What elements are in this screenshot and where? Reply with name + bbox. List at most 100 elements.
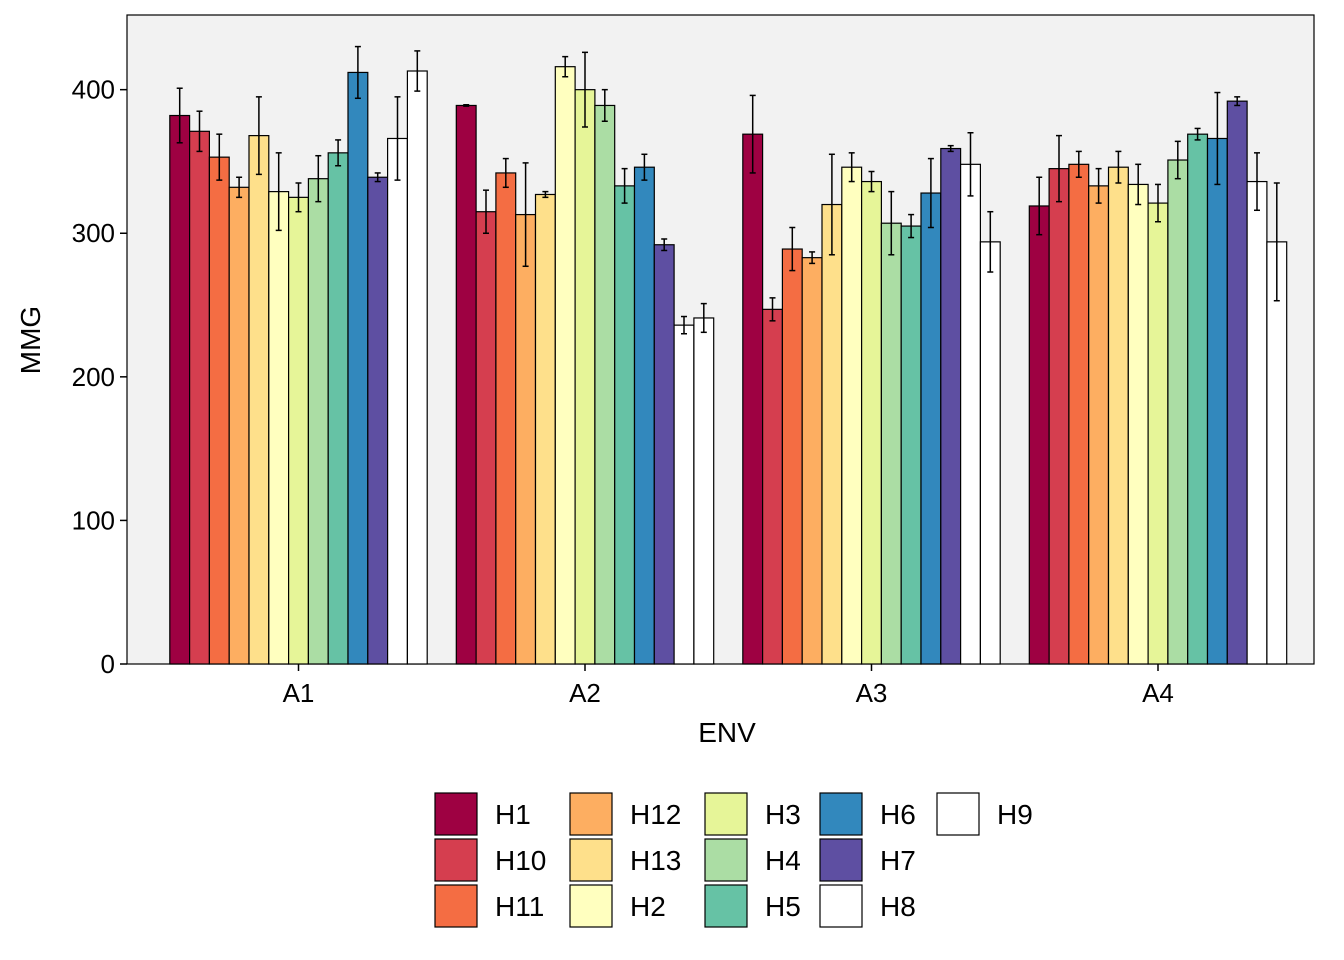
legend-label: H6 bbox=[880, 799, 916, 830]
bar-H5-A4 bbox=[1187, 133, 1209, 665]
bar-H8-A4 bbox=[1246, 180, 1268, 665]
legend-item-H7: H7 bbox=[819, 838, 916, 882]
error-bar-H10-A1 bbox=[196, 110, 203, 153]
bar-H2-A2 bbox=[554, 66, 576, 665]
error-bar-H7-A4 bbox=[1234, 96, 1241, 107]
bar-H8-A3 bbox=[959, 163, 981, 665]
x-tick-label: A2 bbox=[569, 678, 601, 708]
legend-label: H8 bbox=[880, 891, 916, 922]
error-bar-H6-A1 bbox=[354, 45, 361, 100]
y-axis: 0 100 200 300 400 bbox=[72, 75, 127, 679]
bars-layer bbox=[169, 66, 1288, 665]
error-bar-H4-A4 bbox=[1174, 140, 1181, 180]
error-bar-H13-A1 bbox=[255, 96, 262, 176]
legend-label: H2 bbox=[630, 891, 666, 922]
legend-item-H13: H13 bbox=[569, 838, 681, 882]
bar-H4-A2 bbox=[594, 104, 616, 665]
legend-label: H11 bbox=[495, 891, 544, 922]
bar-H1-A4 bbox=[1028, 205, 1050, 665]
legend-swatch bbox=[569, 792, 613, 836]
bar-H1-A1 bbox=[169, 114, 191, 665]
error-bar-H2-A1 bbox=[275, 152, 282, 232]
bar-H3-A1 bbox=[288, 196, 310, 665]
error-bar-H13-A3 bbox=[828, 153, 835, 256]
error-bar-H10-A4 bbox=[1056, 134, 1062, 203]
bar-H10-A1 bbox=[189, 130, 211, 665]
bar-H1-A3 bbox=[742, 133, 764, 665]
bar-H6-A2 bbox=[633, 166, 655, 665]
legend-swatch bbox=[569, 838, 613, 882]
legend-item-H4: H4 bbox=[704, 838, 801, 882]
error-bar-H8-A4 bbox=[1254, 152, 1260, 212]
bar-H7-A1 bbox=[367, 176, 389, 665]
error-bar-H11-A4 bbox=[1075, 150, 1082, 178]
error-bar-H6-A2 bbox=[641, 153, 648, 181]
y-tick-label: 100 bbox=[72, 505, 115, 535]
bar-H6-A3 bbox=[920, 192, 942, 665]
legend-label: H5 bbox=[765, 891, 801, 922]
error-bar-H7-A2 bbox=[661, 238, 668, 252]
legend-item-H1: H1 bbox=[434, 792, 531, 836]
bar-H9-A2 bbox=[693, 317, 715, 665]
error-bar-H3-A4 bbox=[1155, 183, 1161, 223]
error-bar-H3-A2 bbox=[582, 51, 588, 128]
bar-H10-A2 bbox=[475, 211, 497, 665]
x-axis-title: ENV bbox=[698, 717, 756, 748]
legend-swatch bbox=[819, 884, 863, 928]
bar-H1-A2 bbox=[455, 104, 477, 665]
error-bar-H11-A1 bbox=[216, 133, 223, 181]
bar-H6-A1 bbox=[347, 71, 369, 665]
error-bar-H6-A4 bbox=[1214, 91, 1221, 186]
legend: H1 H10 H11 H12 H13 H2 H3 H4 H5 H6 H7 H8 H9 bbox=[434, 792, 1033, 928]
bar-H3-A4 bbox=[1147, 202, 1169, 665]
bar-H7-A2 bbox=[653, 244, 675, 665]
bar-H5-A3 bbox=[900, 225, 922, 665]
bar-H11-A1 bbox=[208, 156, 230, 665]
error-bar-H8-A1 bbox=[394, 96, 401, 181]
error-bar-H1-A2 bbox=[463, 103, 470, 107]
error-bar-H5-A1 bbox=[335, 139, 342, 167]
legend-swatch bbox=[434, 838, 478, 882]
error-bar-H3-A3 bbox=[868, 170, 875, 193]
error-bar-H7-A3 bbox=[947, 144, 954, 153]
legend-label: H9 bbox=[997, 799, 1033, 830]
legend-label: H10 bbox=[495, 845, 546, 876]
error-bar-H10-A2 bbox=[483, 189, 489, 234]
bar-H11-A4 bbox=[1068, 163, 1090, 665]
bar-H5-A2 bbox=[614, 185, 636, 665]
legend-swatch bbox=[819, 792, 863, 836]
bar-H13-A1 bbox=[248, 135, 270, 665]
y-tick-label: 400 bbox=[72, 75, 115, 105]
error-bar-H12-A2 bbox=[522, 162, 529, 268]
error-bar-H3-A1 bbox=[295, 182, 302, 213]
error-bar-H11-A3 bbox=[789, 226, 796, 272]
legend-swatch bbox=[434, 792, 478, 836]
bar-H12-A4 bbox=[1088, 185, 1110, 665]
legend-swatch bbox=[936, 792, 980, 836]
error-bar-H5-A4 bbox=[1194, 127, 1201, 141]
bar-H2-A4 bbox=[1127, 183, 1149, 665]
error-bar-H8-A3 bbox=[967, 131, 974, 197]
legend-label: H12 bbox=[630, 799, 681, 830]
legend-item-H2: H2 bbox=[569, 884, 666, 928]
error-bar-H13-A2 bbox=[542, 190, 549, 199]
x-axis: A1 A2 A3 A4 bbox=[283, 664, 1174, 708]
bar-H8-A1 bbox=[387, 137, 409, 665]
error-bar-H4-A2 bbox=[601, 88, 608, 123]
bar-H2-A3 bbox=[841, 166, 863, 665]
error-bar-H5-A2 bbox=[621, 167, 628, 204]
error-bar-H1-A1 bbox=[176, 87, 183, 144]
legend-swatch bbox=[704, 884, 748, 928]
error-bar-H7-A1 bbox=[374, 172, 381, 183]
error-bar-H9-A3 bbox=[987, 210, 994, 273]
legend-swatch bbox=[704, 792, 748, 836]
bar-H10-A4 bbox=[1048, 168, 1070, 665]
legend-item-H10: H10 bbox=[434, 838, 546, 882]
error-bar-H1-A3 bbox=[749, 94, 756, 174]
error-bar-H8-A2 bbox=[681, 315, 687, 335]
error-bar-H9-A1 bbox=[414, 50, 421, 92]
bar-H13-A4 bbox=[1107, 166, 1129, 665]
legend-item-H3: H3 bbox=[704, 792, 801, 836]
error-bar-H2-A3 bbox=[848, 152, 855, 183]
error-bar-H4-A3 bbox=[888, 190, 895, 256]
